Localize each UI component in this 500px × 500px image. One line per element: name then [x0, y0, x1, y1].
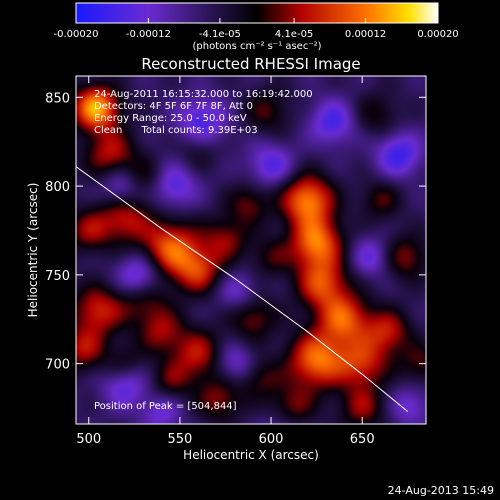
- peak-position-label: Position of Peak = [504,844]: [94, 401, 237, 412]
- heatmap-image: [76, 76, 426, 424]
- chart-title: Reconstructed RHESSI Image: [141, 55, 360, 73]
- y-axis-label: Heliocentric Y (arcsec): [26, 183, 40, 318]
- x-axis-label: Heliocentric X (arcsec): [183, 448, 319, 462]
- annotation-clean-counts: Clean Total counts: 9.39E+03: [94, 125, 258, 136]
- x-tick-label: 600: [259, 432, 284, 447]
- plot-area: 500 550 600 650 700 750 800 850 24-Aug-2011 16:…: [45, 75, 427, 447]
- y-tick-label: 850: [45, 91, 70, 106]
- y-tick-label: 800: [45, 180, 70, 195]
- colorbar-tick-label: -0.00020: [54, 29, 99, 40]
- y-tick-label: 700: [45, 358, 70, 373]
- colorbar-ticks: -0.00020 -0.00012 -4.1e-05 4.1e-05 0.00012 0.…: [54, 18, 459, 40]
- plot-frame: [75, 75, 427, 425]
- colorbar-tick-label: 0.00012: [345, 29, 386, 40]
- x-tick-label: 650: [350, 432, 375, 447]
- footer-date: 24-Aug-2013 15:49: [388, 484, 494, 497]
- x-tick-label: 550: [167, 432, 192, 447]
- annotation-energy-range: Energy Range: 25.0 - 50.0 keV: [94, 113, 247, 124]
- solar-limb-curve: [76, 166, 409, 412]
- colorbar-unit-label: (photons cm⁻² s⁻¹ asec⁻²): [192, 41, 321, 52]
- colorbar-tick-label: 0.00020: [417, 29, 458, 40]
- colorbar-tick-label: -4.1e-05: [199, 29, 241, 40]
- colorbar: -0.00020 -0.00012 -4.1e-05 4.1e-05 0.00012 0.…: [54, 2, 459, 52]
- x-tick-label: 500: [76, 432, 101, 447]
- annotation-block: 24-Aug-2011 16:15:32.000 to 16:19:42.000…: [94, 89, 313, 412]
- colorbar-tick-label: 4.1e-05: [275, 29, 313, 40]
- colorbar-tick-label: -0.00012: [126, 29, 171, 40]
- axis-ticks: 500 550 600 650 700 750 800 850: [45, 76, 426, 447]
- colorbar-gradient: [75, 2, 439, 24]
- annotation-detectors: Detectors: 4F 5F 6F 7F 8F, Att 0: [94, 101, 253, 112]
- y-tick-label: 750: [45, 269, 70, 284]
- annotation-time-range: 24-Aug-2011 16:15:32.000 to 16:19:42.000: [94, 89, 313, 100]
